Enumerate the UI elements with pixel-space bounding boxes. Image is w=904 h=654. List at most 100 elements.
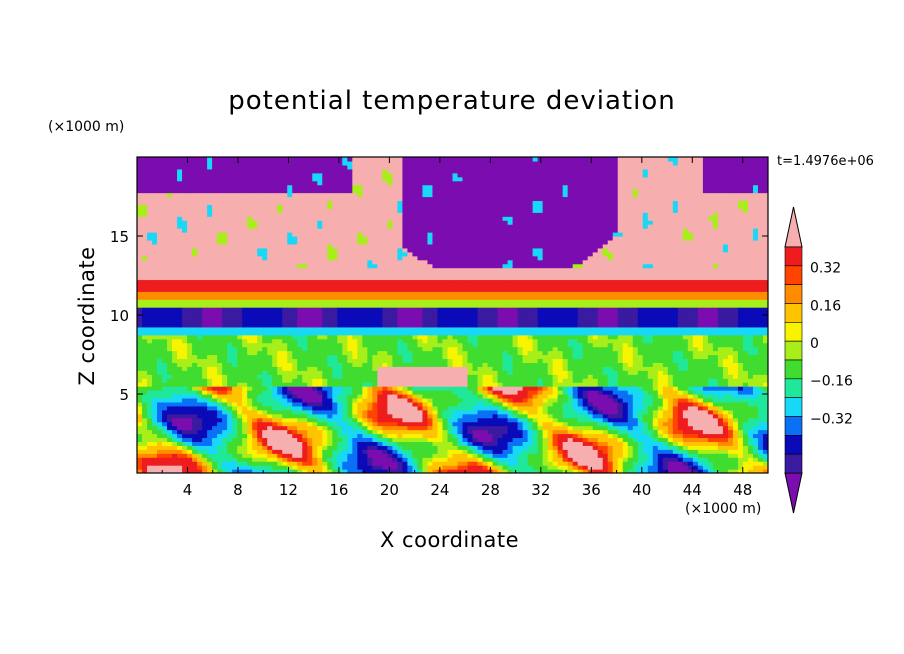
field-cell xyxy=(247,358,253,363)
field-cell xyxy=(367,307,373,312)
field-cell xyxy=(167,212,173,217)
field-cell xyxy=(142,457,148,462)
field-cell xyxy=(167,192,173,198)
field-cell xyxy=(267,330,273,336)
field-cell xyxy=(352,449,358,454)
field-cell xyxy=(367,271,373,277)
field-cell xyxy=(227,401,233,407)
field-cell xyxy=(187,386,193,391)
field-cell xyxy=(137,386,143,391)
field-cell xyxy=(442,168,449,174)
field-cell xyxy=(262,255,268,261)
field-cell xyxy=(262,449,268,454)
field-cell xyxy=(377,299,383,304)
field-cell xyxy=(147,366,153,371)
field-cell xyxy=(247,239,253,245)
field-cell xyxy=(317,429,323,435)
field-cell xyxy=(352,307,358,312)
field-cell xyxy=(347,401,353,407)
field-cell xyxy=(347,334,353,340)
field-cell xyxy=(327,370,333,375)
field-cell xyxy=(242,382,248,387)
field-cell xyxy=(257,315,263,320)
field-cell xyxy=(142,247,148,253)
field-cell xyxy=(192,457,198,462)
field-cell xyxy=(182,168,188,174)
field-cell xyxy=(422,275,429,281)
field-cell xyxy=(387,354,394,360)
field-cell xyxy=(152,287,158,292)
field-cell xyxy=(437,267,444,273)
field-cell xyxy=(142,362,148,367)
field-cell xyxy=(147,421,153,427)
field-cell xyxy=(367,394,373,399)
field-cell xyxy=(372,433,378,439)
field-cell xyxy=(342,164,348,170)
field-cell xyxy=(162,176,168,182)
field-cell xyxy=(192,322,198,328)
field-cell xyxy=(162,465,168,470)
field-cell xyxy=(447,409,454,415)
field-cell xyxy=(187,259,193,265)
field-cell xyxy=(427,157,434,162)
field-cell xyxy=(422,295,429,300)
field-cell xyxy=(437,172,444,178)
field-cell xyxy=(162,437,168,442)
field-cell xyxy=(387,192,394,198)
field-cell xyxy=(307,326,313,332)
field-cell xyxy=(277,330,283,336)
field-cell xyxy=(432,417,439,423)
field-cell xyxy=(312,295,318,300)
field-cell xyxy=(207,318,213,324)
field-cell xyxy=(307,220,313,225)
field-cell xyxy=(437,204,444,209)
field-cell xyxy=(197,287,203,292)
field-cell xyxy=(222,291,228,296)
field-cell xyxy=(402,394,409,399)
field-cell xyxy=(347,303,353,308)
field-cell xyxy=(432,397,439,403)
field-cell xyxy=(342,421,348,427)
field-cell xyxy=(142,204,148,209)
field-cell xyxy=(182,366,188,371)
field-cell xyxy=(362,346,368,352)
field-cell xyxy=(252,425,258,431)
field-cell xyxy=(172,200,178,205)
field-cell xyxy=(192,441,198,446)
field-cell xyxy=(372,330,378,336)
field-cell xyxy=(312,453,318,458)
field-cell xyxy=(372,338,378,344)
field-cell xyxy=(417,370,424,375)
field-cell xyxy=(142,263,148,269)
field-cell xyxy=(417,267,424,273)
field-cell xyxy=(142,441,148,446)
field-cell xyxy=(167,239,173,245)
field-cell xyxy=(152,421,158,427)
field-cell xyxy=(292,271,298,277)
field-cell xyxy=(372,326,378,332)
field-cell xyxy=(272,267,278,273)
field-cell xyxy=(387,267,394,273)
field-cell xyxy=(317,322,323,328)
field-cell xyxy=(177,465,183,470)
field-cell xyxy=(247,469,253,473)
field-cell xyxy=(177,291,183,296)
field-cell xyxy=(372,334,378,340)
field-cell xyxy=(277,232,283,237)
field-cell xyxy=(272,461,278,466)
field-cell xyxy=(192,180,198,186)
field-cell xyxy=(362,358,368,363)
field-cell xyxy=(417,204,424,209)
field-cell xyxy=(357,330,363,336)
field-cell xyxy=(392,433,399,439)
field-cell xyxy=(302,429,308,435)
field-cell xyxy=(212,283,218,288)
field-cell xyxy=(282,465,288,470)
field-cell xyxy=(282,461,288,466)
field-cell xyxy=(147,413,153,419)
field-cell xyxy=(247,212,253,217)
field-cell xyxy=(387,275,394,281)
field-cell xyxy=(157,330,163,336)
field-cell xyxy=(337,295,343,300)
field-cell xyxy=(372,315,378,320)
